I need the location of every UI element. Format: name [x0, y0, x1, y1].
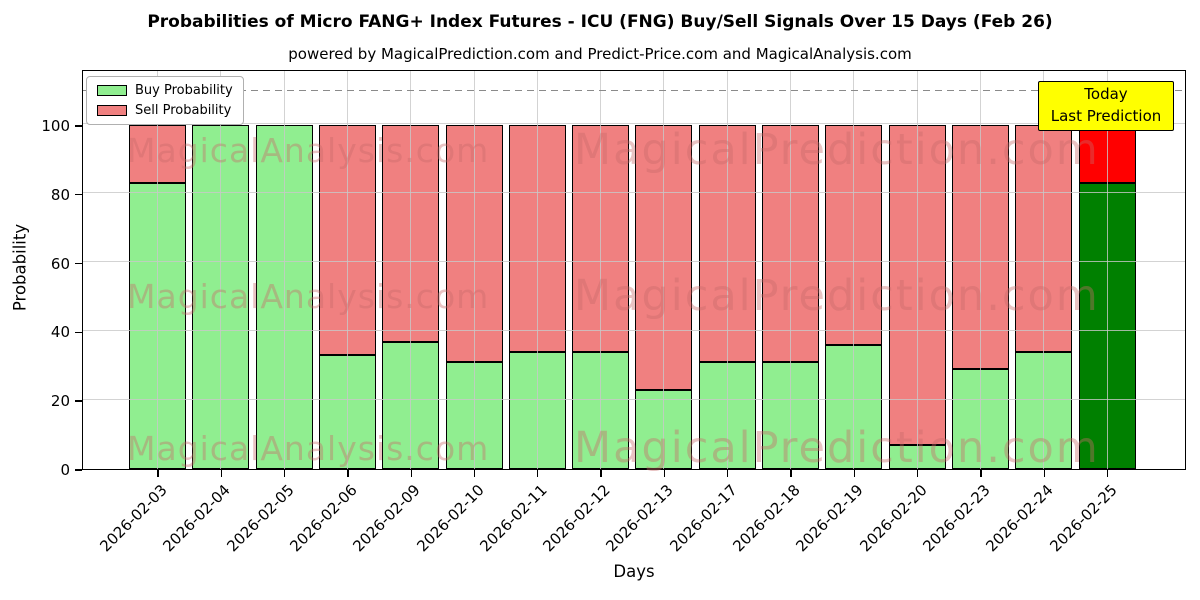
y-tick-label: 0: [60, 461, 70, 479]
v-gridline: [220, 71, 222, 469]
chart-subtitle: powered by MagicalPrediction.com and Pre…: [288, 45, 912, 63]
legend-item-sell: Sell Probability: [97, 103, 233, 118]
watermark-text: MagicalAnalysis.com: [127, 277, 490, 316]
v-gridline: [790, 71, 791, 469]
watermark-text: MagicalPrediction.com: [574, 423, 1100, 473]
chart-title: Probabilities of Micro FANG+ Index Futur…: [147, 12, 1053, 32]
y-axis-label: Probability: [10, 223, 30, 312]
watermark-text: MagicalAnalysis.com: [127, 131, 490, 170]
h-gridline: [83, 398, 1185, 400]
y-tick-mark: [75, 469, 82, 471]
v-gridline: [283, 71, 285, 469]
x-tick-mark: [473, 470, 476, 477]
y-tick-mark: [75, 400, 82, 402]
y-tick-label: 40: [50, 323, 70, 342]
x-tick-mark: [916, 470, 919, 477]
dashed-threshold-line: [83, 89, 1185, 92]
x-tick-mark: [283, 470, 286, 477]
h-gridline: [83, 123, 1185, 125]
x-tick-mark: [1043, 470, 1045, 477]
legend: Buy Probability Sell Probability: [86, 76, 244, 125]
legend-label: Sell Probability: [135, 103, 232, 118]
x-tick-mark: [663, 470, 666, 477]
x-tick-mark: [727, 470, 729, 477]
y-tick-mark: [75, 331, 82, 334]
y-tick-mark: [75, 194, 82, 196]
legend-label: Buy Probability: [135, 83, 233, 98]
v-gridline: [916, 71, 918, 469]
v-gridline: [157, 71, 158, 469]
x-tick-mark: [790, 470, 792, 477]
v-gridline: [346, 71, 348, 469]
annotation-line-1: Today: [1084, 85, 1128, 103]
x-tick-mark: [537, 470, 539, 477]
x-tick-mark: [410, 470, 412, 477]
y-tick-label: 100: [41, 116, 70, 135]
y-tick-label: 60: [50, 254, 70, 273]
v-gridline: [473, 71, 475, 469]
x-tick-mark: [600, 470, 602, 477]
x-tick-mark: [347, 470, 349, 477]
annotation-line-2: Last Prediction: [1050, 106, 1162, 125]
x-tick-mark: [157, 470, 159, 477]
watermark-text: MagicalPrediction.com: [574, 125, 1100, 175]
x-tick-mark: [1106, 470, 1109, 477]
v-gridline: [1043, 71, 1045, 469]
v-gridline: [726, 71, 728, 469]
x-tick-mark: [220, 470, 222, 477]
y-tick-mark: [75, 262, 82, 265]
x-tick-mark: [853, 470, 855, 477]
v-gridline: [1106, 71, 1108, 469]
watermark-text: MagicalPrediction.com: [574, 271, 1100, 321]
legend-item-buy: Buy Probability: [97, 83, 233, 98]
h-gridline: [83, 329, 1185, 331]
v-gridline: [853, 71, 855, 469]
x-tick-mark: [980, 470, 982, 477]
x-axis-label: Days: [613, 562, 655, 581]
v-gridline: [536, 71, 538, 469]
h-gridline: [83, 261, 1185, 263]
buy-legend-swatch: [97, 85, 127, 96]
v-gridline: [663, 71, 665, 469]
watermark-text: MagicalAnalysis.com: [127, 429, 490, 468]
y-tick-mark: [75, 125, 82, 127]
plot-area: MagicalAnalysis.com MagicalAnalysis.com Ma…: [82, 70, 1186, 473]
v-gridline: [979, 71, 981, 469]
v-gridline: [410, 71, 412, 469]
sell-legend-swatch: [97, 105, 127, 116]
y-tick-label: 20: [50, 392, 70, 411]
today-annotation: Today Last Prediction: [1038, 81, 1174, 131]
v-gridline: [600, 71, 602, 469]
y-tick-label: 80: [50, 185, 70, 204]
h-gridline: [83, 192, 1185, 194]
